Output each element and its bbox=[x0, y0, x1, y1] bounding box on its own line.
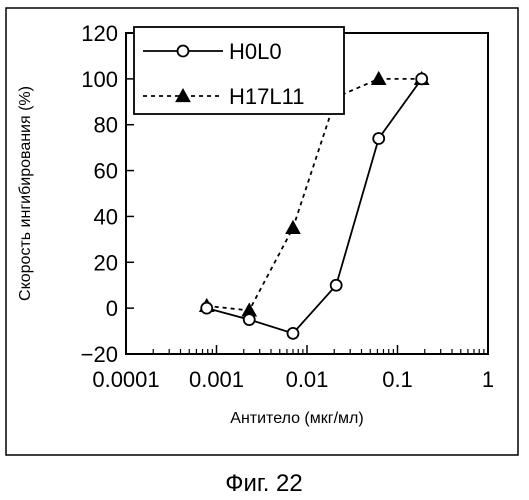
y-tick-label: 0 bbox=[106, 296, 118, 321]
x-axis-label: Антитело (мкг/мл) bbox=[230, 410, 363, 427]
x-tick-label: 0.001 bbox=[189, 367, 244, 392]
data-point-h0l0 bbox=[287, 328, 298, 339]
y-tick-label: 20 bbox=[94, 250, 118, 275]
y-tick-label: 100 bbox=[81, 67, 118, 92]
y-tick-label: 120 bbox=[81, 21, 118, 46]
legend-label-h0l0: H0L0 bbox=[229, 39, 282, 64]
y-tick-label: 60 bbox=[94, 159, 118, 184]
x-tick-label: 1 bbox=[482, 367, 494, 392]
y-tick-label: 80 bbox=[94, 113, 118, 138]
series-line-h0l0 bbox=[207, 79, 422, 334]
legend: H0L0 H17L11 bbox=[134, 27, 344, 114]
x-tick-label: 0.01 bbox=[286, 367, 329, 392]
data-point-h0l0 bbox=[373, 133, 384, 144]
data-point-h0l0 bbox=[416, 73, 427, 84]
y-tick-label: −20 bbox=[81, 342, 118, 367]
legend-marker-h0l0 bbox=[178, 46, 189, 57]
x-tick-label: 0.1 bbox=[382, 367, 413, 392]
data-point-h0l0 bbox=[331, 280, 342, 291]
figure-caption: Фиг. 22 bbox=[225, 470, 303, 497]
y-tick-label: 40 bbox=[94, 204, 118, 229]
x-tick-label: 0.0001 bbox=[92, 367, 159, 392]
data-point-h17l11 bbox=[286, 221, 300, 234]
y-axis-label: Скорость ингибирования (%) bbox=[17, 86, 34, 301]
legend-label-h17l11: H17L11 bbox=[229, 84, 304, 109]
data-point-h0l0 bbox=[201, 303, 212, 314]
data-point-h17l11 bbox=[372, 72, 386, 85]
data-point-h0l0 bbox=[244, 314, 255, 325]
